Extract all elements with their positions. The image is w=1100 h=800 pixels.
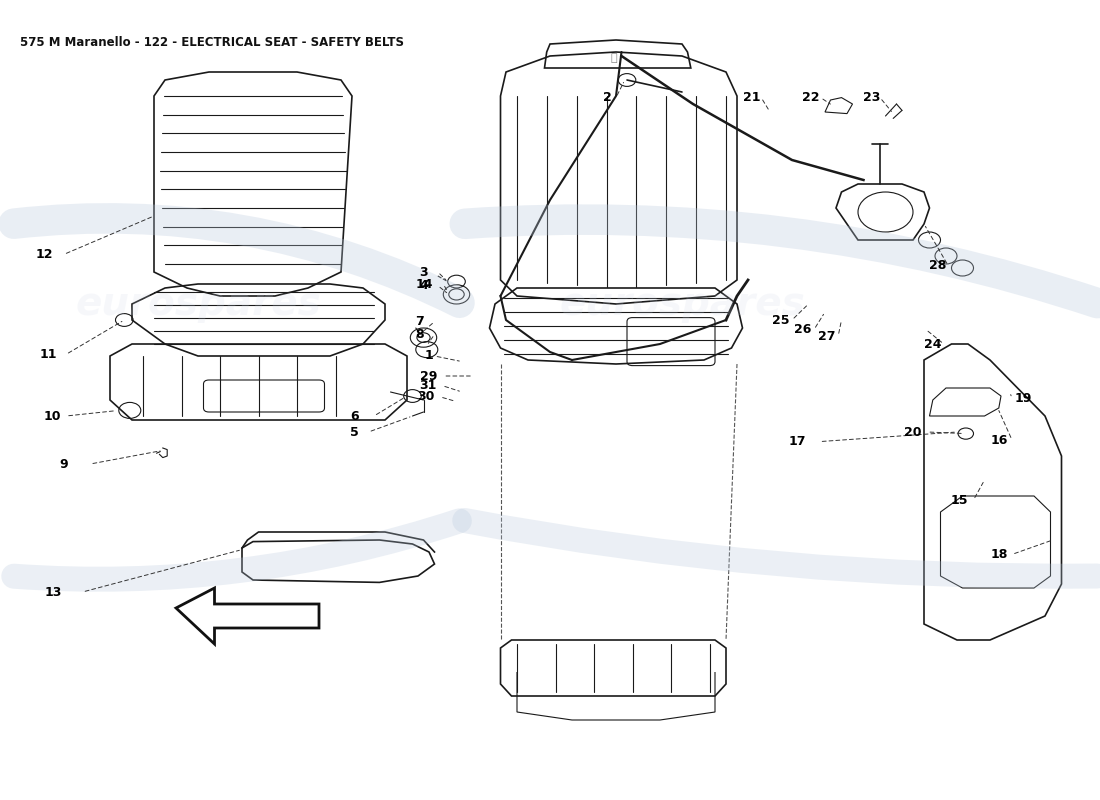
Text: 29: 29	[420, 370, 438, 382]
Text: 4: 4	[419, 279, 428, 292]
Text: 16: 16	[990, 434, 1008, 446]
Text: 6: 6	[350, 410, 359, 422]
Text: 3: 3	[419, 266, 428, 278]
Text: 27: 27	[818, 330, 836, 342]
Text: 5: 5	[350, 426, 359, 438]
Text: 575 M Maranello - 122 - ELECTRICAL SEAT - SAFETY BELTS: 575 M Maranello - 122 - ELECTRICAL SEAT …	[20, 36, 404, 49]
Text: 11: 11	[40, 348, 57, 361]
Text: 10: 10	[44, 410, 62, 422]
Text: 8: 8	[415, 328, 424, 341]
Text: 20: 20	[904, 426, 922, 438]
Text: 1: 1	[425, 350, 433, 362]
Text: 13: 13	[44, 586, 62, 598]
Text: 22: 22	[802, 91, 820, 104]
Text: 15: 15	[950, 494, 968, 506]
Text: 18: 18	[990, 548, 1008, 561]
Text: eurospares: eurospares	[559, 285, 805, 323]
Text: 31: 31	[419, 379, 437, 392]
Text: 19: 19	[1014, 392, 1032, 405]
Text: 🐎: 🐎	[610, 53, 617, 62]
Text: 21: 21	[742, 91, 760, 104]
Text: 30: 30	[417, 390, 434, 403]
Text: 25: 25	[772, 314, 790, 326]
Text: 24: 24	[924, 338, 942, 350]
Text: 2: 2	[603, 91, 612, 104]
Text: 28: 28	[928, 259, 946, 272]
Text: 9: 9	[59, 458, 68, 470]
Text: 12: 12	[35, 248, 53, 261]
Text: 26: 26	[794, 323, 812, 336]
Text: 23: 23	[862, 91, 880, 104]
Text: 7: 7	[415, 315, 424, 328]
Text: 14: 14	[416, 278, 433, 290]
Text: 17: 17	[789, 435, 806, 448]
Text: eurospares: eurospares	[75, 285, 321, 323]
